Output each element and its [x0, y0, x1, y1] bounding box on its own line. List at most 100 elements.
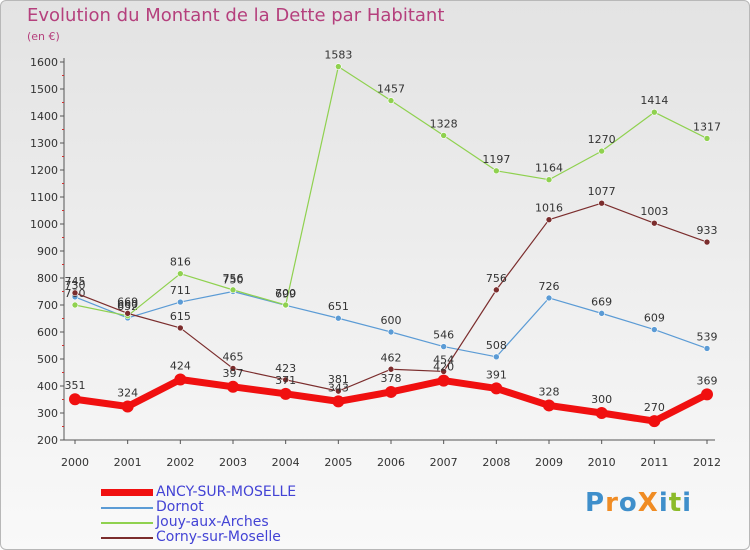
logo-letter: i: [658, 488, 669, 518]
data-point: [282, 301, 289, 309]
data-label: 1003: [640, 205, 668, 218]
legend-label: ANCY-SUR-MOSELLE: [156, 484, 297, 500]
data-label: 300: [591, 393, 612, 406]
data-point: [229, 286, 237, 294]
y-tick-label: 800: [37, 272, 58, 285]
data-label: 546: [433, 329, 454, 342]
series-ancy-sur-moselle: 351 324 424 397 371 343 378 420 391 328 300 270 369: [65, 360, 718, 428]
data-label: 1197: [482, 153, 510, 166]
y-tick-label: 1000: [30, 218, 58, 231]
data-point: [437, 374, 450, 387]
data-point: [703, 345, 711, 352]
data-point: [177, 324, 184, 332]
series-line: [74, 376, 709, 425]
y-tick-label: 300: [37, 407, 58, 420]
series-corny-sur-moselle: 745 669 615 465 423 381 462 454 756 1016 1077 1003 9…: [65, 185, 718, 395]
data-point: [387, 365, 395, 373]
chart-title: Evolution du Montant de la Dette par Hab…: [27, 5, 445, 26]
legend-label: Dornot: [156, 499, 204, 515]
legend-swatch: [101, 507, 153, 509]
data-label: 1328: [430, 117, 458, 130]
series-dornot: 730 652 711 750 699 651 600 546 508 726 669 609 539: [65, 274, 718, 361]
data-label: 711: [170, 284, 191, 297]
x-tick-label: 2000: [61, 456, 89, 469]
data-label: 1016: [535, 202, 563, 215]
data-label: 423: [275, 362, 296, 375]
data-label: 745: [65, 275, 86, 288]
data-point: [282, 376, 289, 384]
data-point: [387, 97, 395, 104]
data-point: [598, 147, 605, 155]
y-tick-label: 200: [37, 434, 58, 447]
data-point: [493, 167, 500, 175]
data-label: 1164: [535, 162, 563, 175]
data-point: [335, 314, 342, 322]
data-point: [493, 353, 500, 361]
data-label: 660: [117, 298, 138, 311]
x-tick-label: 2011: [640, 456, 668, 469]
data-point: [598, 310, 605, 317]
series-jouy-aux-arches: 7006608167567001583145713281197116412701…: [65, 49, 721, 320]
data-point: [335, 63, 342, 70]
x-tick-label: 2009: [535, 456, 563, 469]
data-label: 600: [381, 314, 402, 327]
data-label: 343: [328, 381, 349, 394]
data-point: [651, 219, 658, 227]
data-point: [440, 368, 447, 375]
y-tick-label: 1500: [30, 83, 58, 96]
data-label: 391: [486, 368, 507, 381]
x-tick-label: 2004: [272, 456, 300, 469]
logo-letter: P: [585, 488, 606, 518]
data-point: [387, 328, 395, 336]
data-label: 816: [170, 256, 191, 269]
data-label: 651: [328, 300, 349, 313]
data-label: 465: [223, 350, 244, 363]
data-point: [332, 395, 345, 408]
x-tick-label: 2008: [482, 456, 510, 469]
data-point: [493, 286, 500, 294]
data-point: [595, 407, 608, 419]
data-point: [229, 365, 237, 372]
y-tick-label: 1400: [30, 110, 58, 123]
x-tick-label: 2003: [219, 456, 247, 469]
data-label: 424: [170, 360, 191, 373]
data-label: 669: [117, 295, 138, 308]
data-point: [71, 301, 79, 309]
data-label: 454: [433, 353, 454, 366]
x-tick-label: 2001: [114, 456, 142, 469]
data-point: [703, 238, 711, 246]
legend-swatch: [101, 489, 153, 496]
data-point: [335, 387, 342, 395]
data-label: 1414: [640, 94, 668, 107]
data-label: 652: [117, 300, 138, 313]
data-label: 324: [117, 387, 138, 400]
data-label: 1077: [588, 185, 616, 198]
data-label: 397: [223, 367, 244, 380]
legend-swatch: [101, 537, 153, 539]
y-tick-label: 400: [37, 380, 58, 393]
data-point: [440, 132, 447, 139]
x-tick-label: 2012: [693, 456, 721, 469]
y-tick-label: 1300: [30, 137, 58, 150]
data-point: [227, 380, 239, 393]
data-point: [701, 388, 713, 401]
data-point: [177, 298, 184, 306]
data-label: 381: [328, 373, 349, 386]
proxiti-logo: ProXiti: [585, 488, 692, 518]
y-tick-label: 900: [37, 245, 58, 258]
data-label: 756: [223, 272, 244, 285]
data-label: 328: [539, 385, 560, 398]
data-point: [174, 373, 187, 386]
logo-letter: r: [605, 488, 619, 518]
unit-label: (en €): [27, 30, 60, 43]
logo-letter: i: [682, 488, 693, 518]
y-tick-label: 600: [37, 326, 58, 339]
logo-letter: o: [618, 488, 638, 518]
data-point: [651, 108, 658, 116]
data-label: 1270: [588, 133, 616, 146]
data-label: 1457: [377, 83, 405, 96]
data-point: [545, 216, 553, 223]
data-label: 351: [65, 379, 86, 392]
data-label: 669: [591, 295, 612, 308]
data-label: 420: [433, 361, 454, 374]
